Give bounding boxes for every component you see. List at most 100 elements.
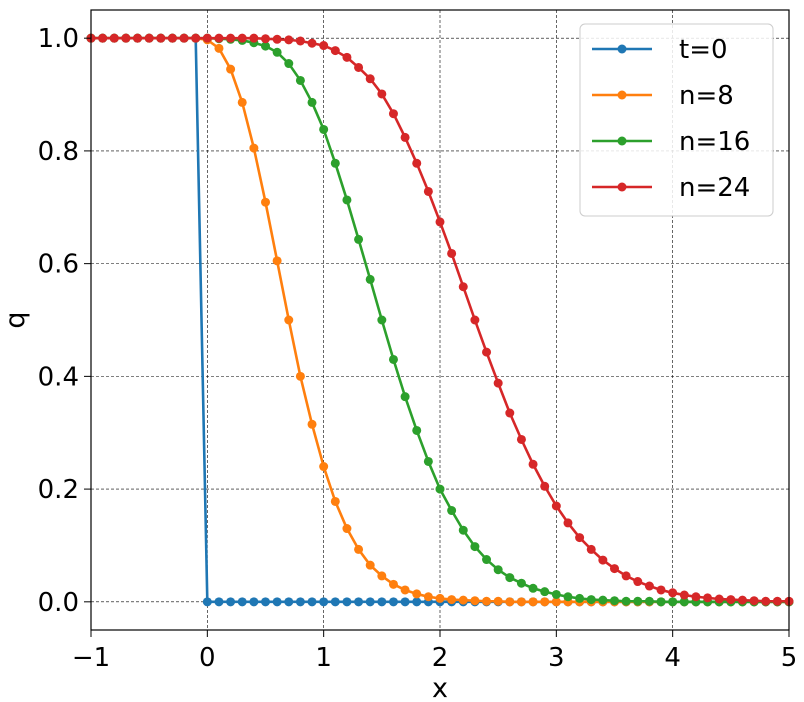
axis-ticks: −1 0 1 2 3 4 5 0.0 0.2 0.4 0.6 0.8 1.0 — [38, 24, 798, 673]
data-point — [237, 597, 247, 607]
data-point — [563, 518, 573, 528]
data-point — [226, 33, 236, 43]
data-point — [121, 33, 131, 43]
data-point — [703, 593, 713, 603]
data-point — [621, 571, 631, 581]
data-point — [668, 588, 678, 598]
data-point — [679, 590, 689, 600]
data-point — [307, 419, 317, 429]
data-point — [342, 52, 352, 62]
data-point — [330, 597, 340, 607]
data-point — [726, 595, 736, 605]
data-point — [714, 594, 724, 604]
data-point — [261, 41, 270, 51]
data-point — [388, 354, 398, 364]
data-point — [516, 597, 526, 607]
data-point — [354, 544, 364, 554]
data-point — [400, 392, 410, 402]
data-point — [191, 33, 201, 43]
data-point — [470, 596, 480, 606]
data-point — [435, 217, 445, 227]
data-point — [412, 597, 422, 607]
data-point — [575, 593, 585, 603]
data-point — [202, 33, 212, 43]
data-point — [458, 595, 468, 605]
data-point — [749, 596, 759, 606]
data-point — [761, 596, 771, 606]
data-point — [214, 33, 224, 43]
data-point — [272, 34, 282, 44]
data-point — [388, 109, 398, 119]
data-point — [249, 597, 259, 607]
x-tick-label: 2 — [432, 643, 449, 673]
data-point — [354, 234, 364, 244]
data-point — [458, 282, 468, 292]
data-point — [365, 74, 375, 84]
data-point — [435, 484, 445, 494]
legend-item: n=24 — [592, 173, 750, 203]
data-point — [551, 597, 561, 607]
data-point — [249, 143, 259, 153]
data-point — [307, 597, 317, 607]
data-point — [319, 462, 329, 472]
data-point — [109, 33, 119, 43]
data-point — [575, 533, 585, 543]
legend-swatch-marker — [617, 182, 627, 192]
data-point — [493, 596, 503, 606]
data-point — [633, 596, 643, 606]
data-point — [295, 36, 305, 46]
data-point — [470, 542, 480, 552]
data-point — [668, 597, 678, 607]
series-layer — [86, 33, 794, 607]
legend-label: n=24 — [679, 173, 750, 203]
data-point — [772, 596, 782, 606]
legend-label: n=8 — [679, 81, 734, 111]
data-point — [412, 589, 422, 599]
legend-swatch-marker — [617, 90, 627, 100]
data-point — [156, 33, 166, 43]
data-point — [482, 347, 492, 357]
data-point — [342, 597, 352, 607]
data-point — [656, 585, 666, 595]
legend-swatch-marker — [617, 44, 627, 54]
data-point — [470, 315, 480, 325]
x-tick-label: 0 — [199, 643, 216, 673]
data-point — [330, 496, 340, 506]
data-point — [586, 595, 596, 605]
data-point — [272, 597, 282, 607]
data-point — [656, 597, 666, 607]
data-point — [377, 89, 387, 99]
y-tick-label: 1.0 — [38, 24, 79, 54]
y-tick-label: 0.8 — [38, 137, 79, 167]
data-point — [563, 592, 573, 602]
data-point — [226, 597, 236, 607]
y-axis-label: q — [0, 311, 31, 328]
data-point — [540, 481, 550, 491]
data-point — [342, 195, 352, 205]
data-point — [342, 524, 352, 534]
data-point — [540, 597, 550, 607]
data-point — [412, 425, 422, 435]
data-point — [691, 592, 701, 602]
data-point — [388, 579, 398, 589]
legend-box — [579, 23, 774, 217]
data-point — [284, 597, 294, 607]
legend: t=0 n=8 n=16 n=24 — [579, 23, 774, 217]
data-point — [621, 596, 631, 606]
x-axis-label: x — [432, 673, 448, 702]
data-point — [447, 506, 457, 516]
data-point — [295, 75, 305, 85]
data-point — [516, 578, 526, 588]
data-point — [644, 596, 654, 606]
data-point — [261, 197, 270, 207]
data-point — [388, 597, 398, 607]
data-point — [377, 315, 387, 325]
data-point — [505, 597, 515, 607]
data-point — [528, 597, 538, 607]
data-point — [261, 597, 270, 607]
data-point — [551, 501, 561, 511]
data-point — [237, 33, 247, 43]
data-point — [400, 597, 410, 607]
data-point — [400, 132, 410, 142]
